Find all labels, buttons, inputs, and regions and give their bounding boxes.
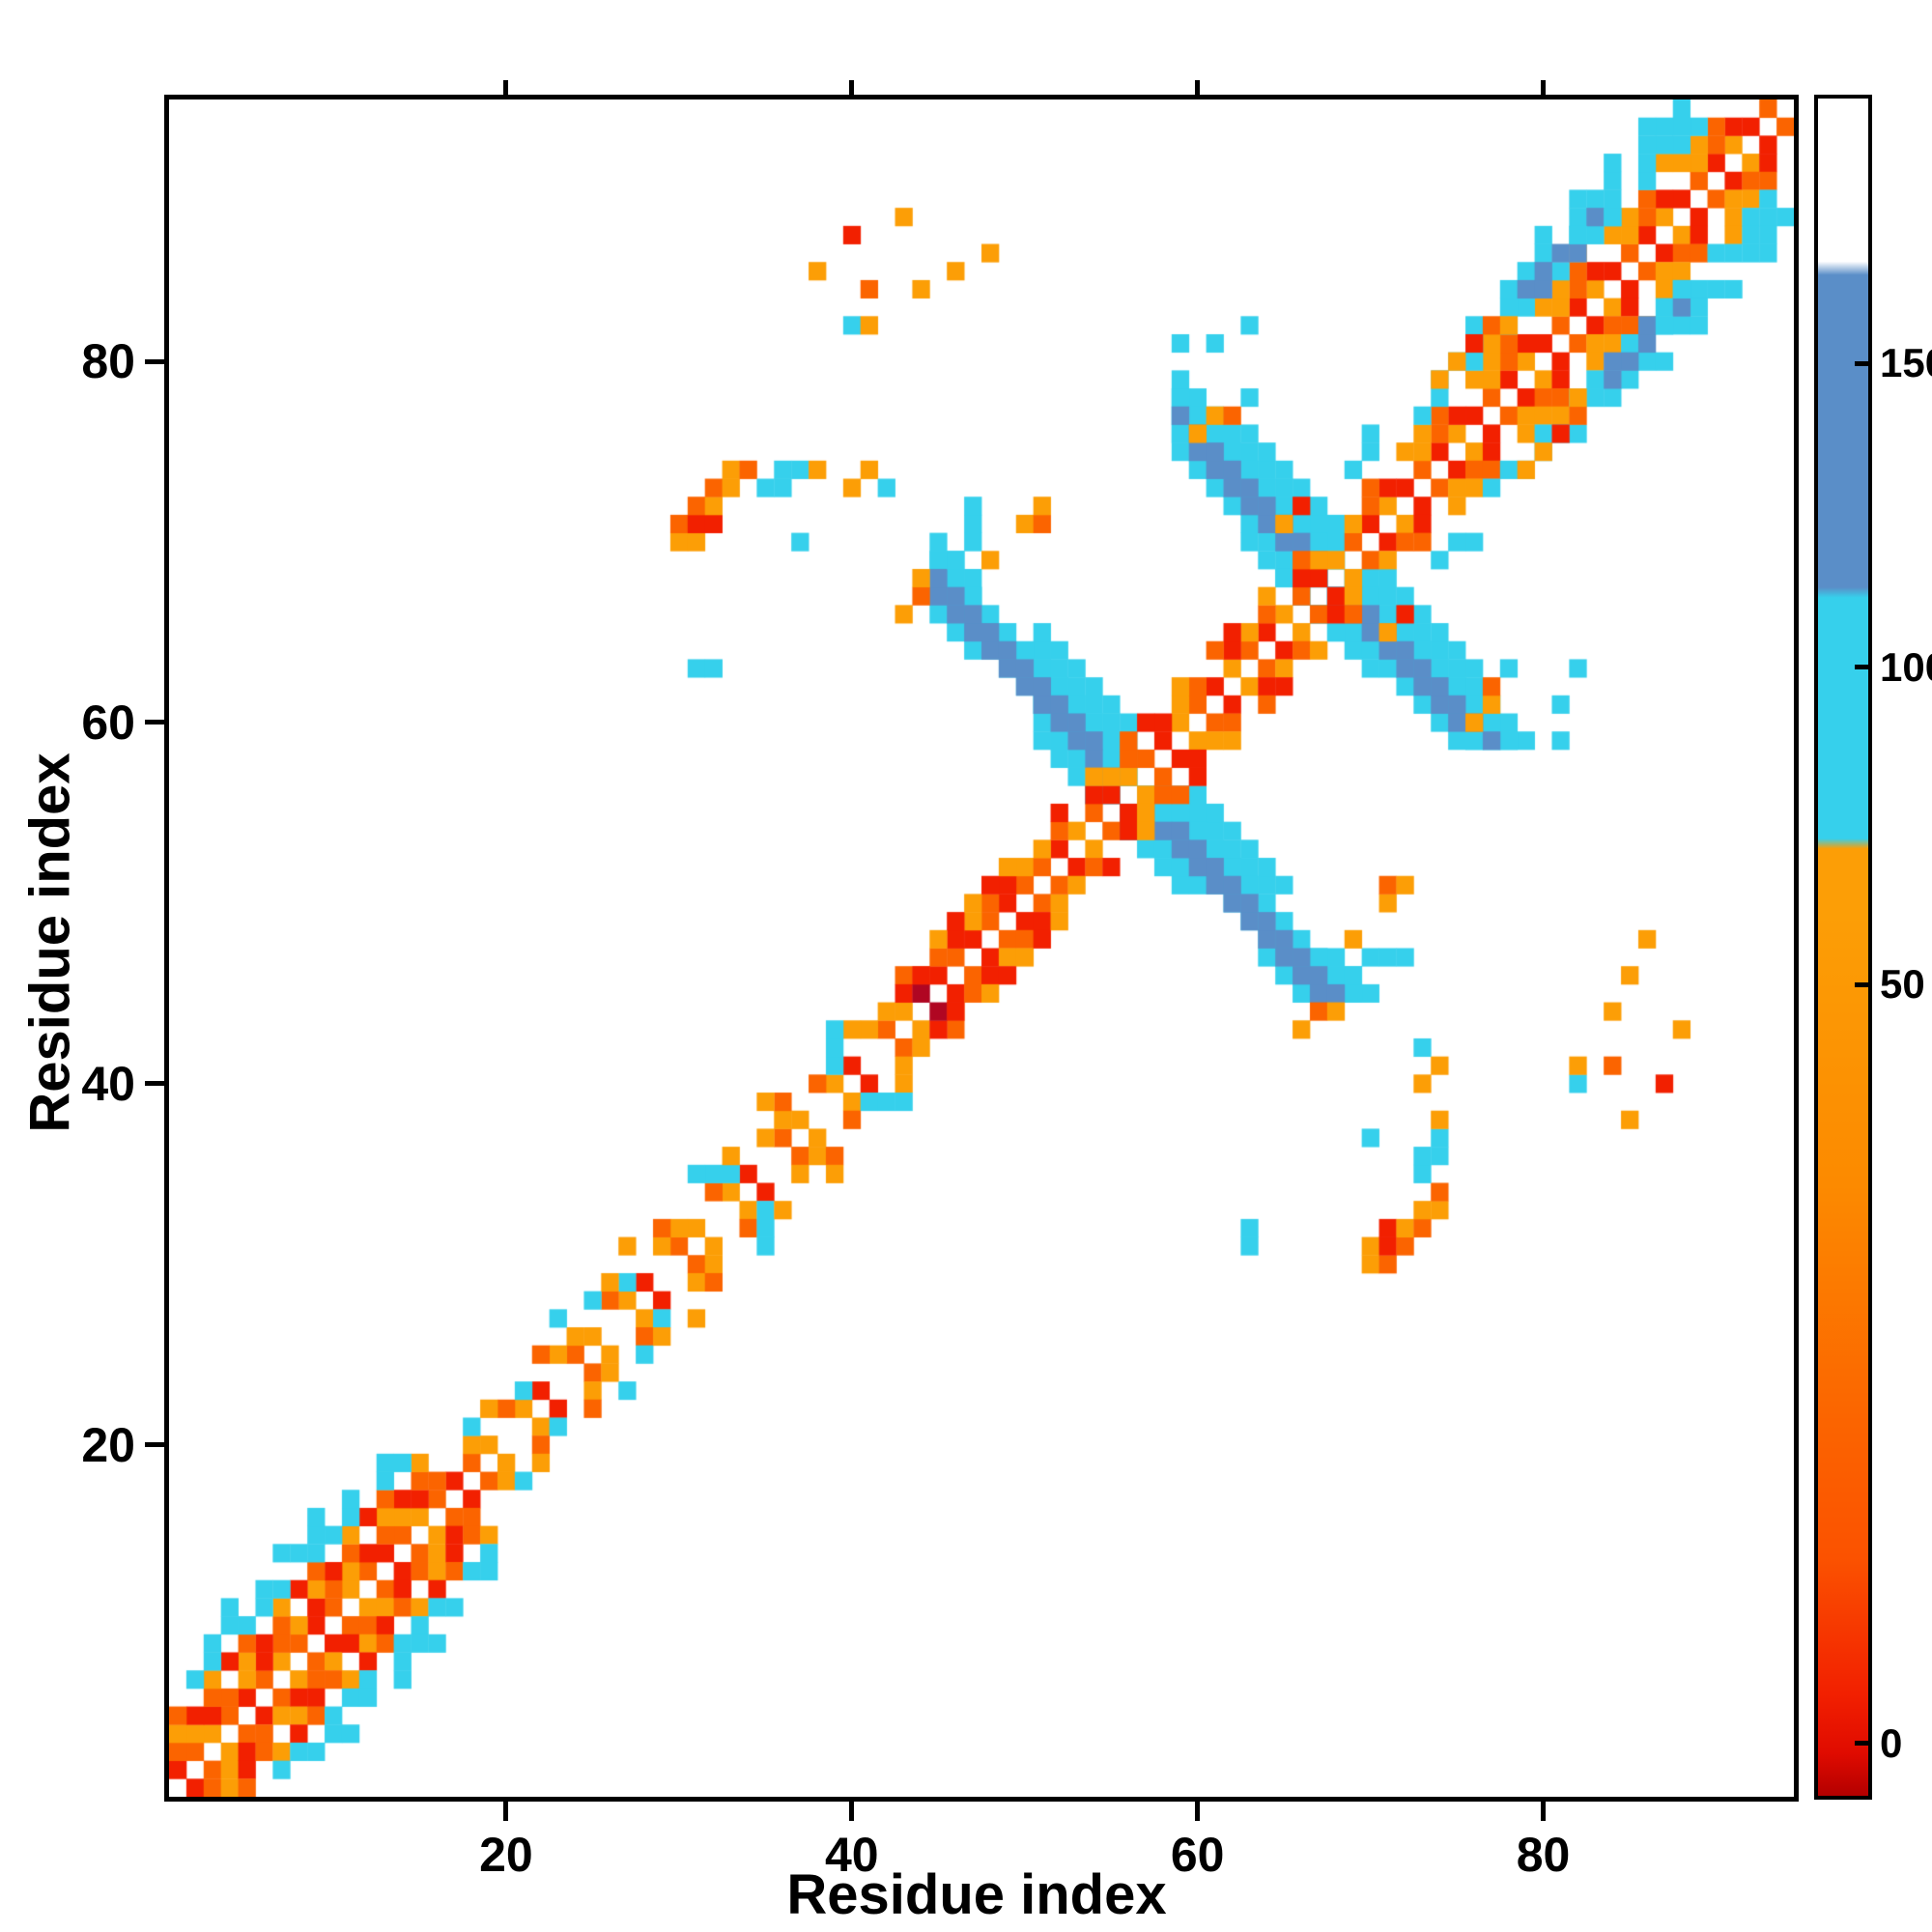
x-tick-mark: [503, 1802, 509, 1821]
x-tick-mark: [1195, 1802, 1201, 1821]
y-tick-label: 80: [81, 334, 135, 389]
y-tick-mark: [145, 720, 164, 725]
y-tick-label: 40: [81, 1056, 135, 1111]
x-tick-label: 20: [479, 1828, 533, 1882]
y-tick-label: 60: [81, 695, 135, 750]
y-tick-mark: [145, 1081, 164, 1087]
x-axis-title: Residue index: [786, 1863, 1167, 1926]
x-tick-mark-top: [1195, 80, 1201, 99]
plot-area: [164, 95, 1799, 1802]
y-tick-mark: [145, 1442, 164, 1448]
colorbar-tick-mark: [1855, 665, 1868, 670]
x-tick-label: 60: [1170, 1828, 1225, 1882]
colorbar-tick-mark: [1855, 981, 1868, 987]
colorbar-tick-mark: [1855, 360, 1868, 366]
heatmap-canvas: [169, 99, 1794, 1797]
colorbar-tick-label: 0: [1880, 1719, 1903, 1766]
x-tick-mark-top: [503, 80, 509, 99]
y-tick-label: 20: [81, 1417, 135, 1472]
y-tick-mark: [145, 358, 164, 364]
colorbar-tick-mark: [1855, 1741, 1868, 1747]
x-tick-mark-top: [1541, 80, 1547, 99]
x-tick-label: 80: [1516, 1828, 1571, 1882]
x-tick-mark: [1541, 1802, 1547, 1821]
y-axis-title: Residue index: [18, 753, 82, 1133]
colorbar-tick-label: 100: [1880, 643, 1932, 690]
x-tick-mark-top: [849, 80, 855, 99]
x-tick-label: 40: [824, 1828, 879, 1882]
x-tick-mark: [849, 1802, 855, 1821]
colorbar: [1814, 95, 1872, 1800]
colorbar-tick-label: 50: [1880, 961, 1925, 1008]
colorbar-tick-label: 150: [1880, 340, 1932, 386]
